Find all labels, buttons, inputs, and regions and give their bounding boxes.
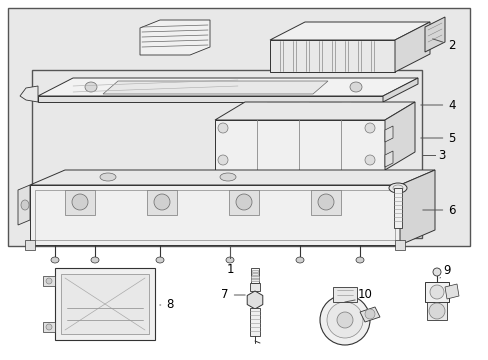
Bar xyxy=(61,274,149,334)
Polygon shape xyxy=(384,126,392,142)
Ellipse shape xyxy=(85,82,97,92)
Polygon shape xyxy=(18,185,30,225)
Ellipse shape xyxy=(51,257,59,263)
Ellipse shape xyxy=(317,194,333,210)
Polygon shape xyxy=(359,307,379,322)
Ellipse shape xyxy=(236,194,251,210)
Polygon shape xyxy=(382,78,417,102)
Text: 8: 8 xyxy=(160,298,173,311)
Bar xyxy=(393,188,401,228)
Bar xyxy=(251,273,258,275)
Polygon shape xyxy=(215,120,384,170)
Polygon shape xyxy=(247,291,262,309)
Bar xyxy=(250,268,259,283)
Bar xyxy=(251,270,258,272)
Text: 10: 10 xyxy=(357,288,372,302)
Polygon shape xyxy=(394,240,404,250)
Text: 7: 7 xyxy=(221,288,244,302)
Polygon shape xyxy=(20,86,38,102)
Ellipse shape xyxy=(355,257,363,263)
Ellipse shape xyxy=(428,303,444,319)
Polygon shape xyxy=(332,287,356,302)
Polygon shape xyxy=(384,102,414,170)
Polygon shape xyxy=(399,170,434,245)
Text: 1: 1 xyxy=(226,263,233,276)
Bar xyxy=(55,268,155,340)
Bar xyxy=(8,8,469,246)
Bar xyxy=(249,308,260,336)
Text: 2: 2 xyxy=(432,39,455,51)
Ellipse shape xyxy=(295,257,304,263)
Ellipse shape xyxy=(218,123,227,133)
Ellipse shape xyxy=(156,257,163,263)
Polygon shape xyxy=(30,170,434,185)
Bar xyxy=(32,70,421,238)
Bar xyxy=(249,283,260,291)
Polygon shape xyxy=(424,17,444,52)
Polygon shape xyxy=(444,284,458,299)
Bar xyxy=(35,190,394,240)
Ellipse shape xyxy=(21,200,29,210)
Polygon shape xyxy=(38,78,417,96)
Text: 5: 5 xyxy=(420,131,455,144)
Ellipse shape xyxy=(364,309,374,319)
Ellipse shape xyxy=(429,285,443,299)
Polygon shape xyxy=(30,185,399,245)
Text: 6: 6 xyxy=(422,203,455,216)
Ellipse shape xyxy=(100,173,116,181)
Ellipse shape xyxy=(154,194,170,210)
Ellipse shape xyxy=(218,155,227,165)
Ellipse shape xyxy=(388,183,406,193)
Bar xyxy=(426,302,446,320)
Polygon shape xyxy=(38,96,382,102)
Ellipse shape xyxy=(364,155,374,165)
Polygon shape xyxy=(215,102,414,120)
Ellipse shape xyxy=(220,173,236,181)
Polygon shape xyxy=(43,276,55,286)
Bar xyxy=(251,276,258,278)
Ellipse shape xyxy=(336,312,352,328)
Bar xyxy=(228,190,259,215)
Text: 9: 9 xyxy=(439,264,450,278)
Ellipse shape xyxy=(46,324,52,330)
Text: 4: 4 xyxy=(420,99,455,112)
Bar xyxy=(147,190,177,215)
Ellipse shape xyxy=(225,257,234,263)
Polygon shape xyxy=(103,81,327,94)
Ellipse shape xyxy=(91,257,99,263)
Polygon shape xyxy=(140,20,209,55)
Ellipse shape xyxy=(319,295,369,345)
Polygon shape xyxy=(394,22,429,72)
Ellipse shape xyxy=(364,123,374,133)
Bar xyxy=(310,190,340,215)
Bar xyxy=(65,190,95,215)
Polygon shape xyxy=(269,22,429,40)
Polygon shape xyxy=(269,40,394,72)
Ellipse shape xyxy=(72,194,88,210)
Polygon shape xyxy=(25,240,35,250)
Polygon shape xyxy=(43,322,55,332)
Ellipse shape xyxy=(326,302,362,338)
Ellipse shape xyxy=(349,82,361,92)
Polygon shape xyxy=(384,151,392,167)
Ellipse shape xyxy=(46,278,52,284)
Bar xyxy=(424,282,448,302)
Ellipse shape xyxy=(432,268,440,276)
Bar xyxy=(250,279,258,281)
Text: 3: 3 xyxy=(437,149,445,162)
